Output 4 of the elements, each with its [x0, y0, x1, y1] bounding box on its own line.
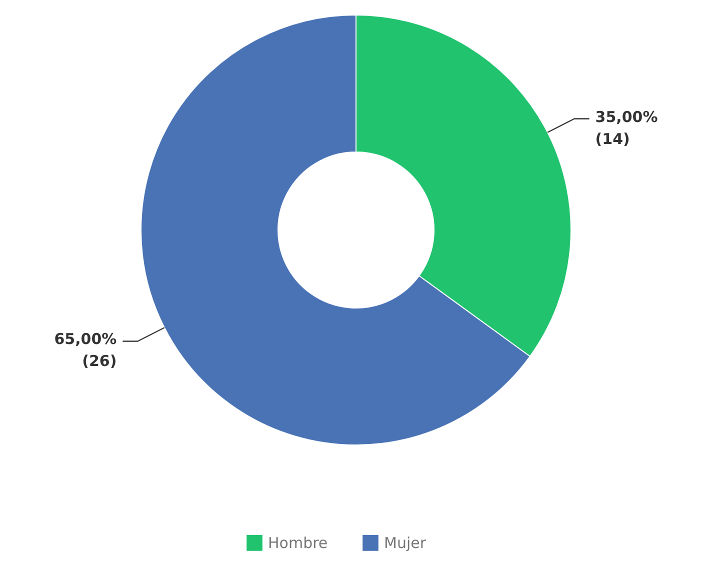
legend-label: Hombre: [268, 534, 328, 552]
legend-label: Mujer: [384, 534, 427, 552]
data-label: 65,00% (26): [54, 330, 117, 370]
data-label: 35,00% (14): [595, 108, 658, 148]
